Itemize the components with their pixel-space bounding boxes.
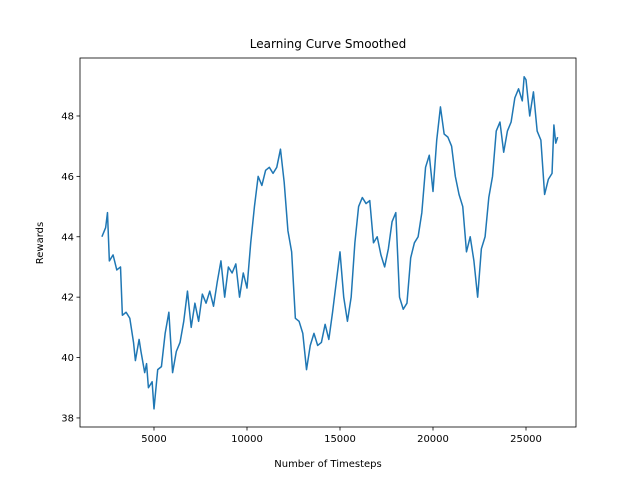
x-tick-label: 10000 — [231, 434, 263, 445]
x-tick-label: 20000 — [417, 434, 449, 445]
y-tick-label: 42 — [61, 293, 74, 304]
x-tick-label: 15000 — [324, 434, 356, 445]
y-axis-label: Rewards — [35, 222, 46, 264]
y-tick-label: 40 — [61, 353, 74, 364]
x-tick-label: 25000 — [510, 434, 542, 445]
y-tick-label: 38 — [61, 413, 74, 424]
y-tick-label: 48 — [61, 111, 74, 122]
y-tick-label: 44 — [61, 232, 74, 243]
x-tick-label: 5000 — [141, 434, 166, 445]
chart-title: Learning Curve Smoothed — [250, 37, 406, 51]
line — [101, 75, 559, 410]
plot-frame — [79, 57, 577, 428]
x-axis-label: Number of Timesteps — [274, 459, 381, 470]
y-tick-label: 46 — [61, 172, 74, 183]
